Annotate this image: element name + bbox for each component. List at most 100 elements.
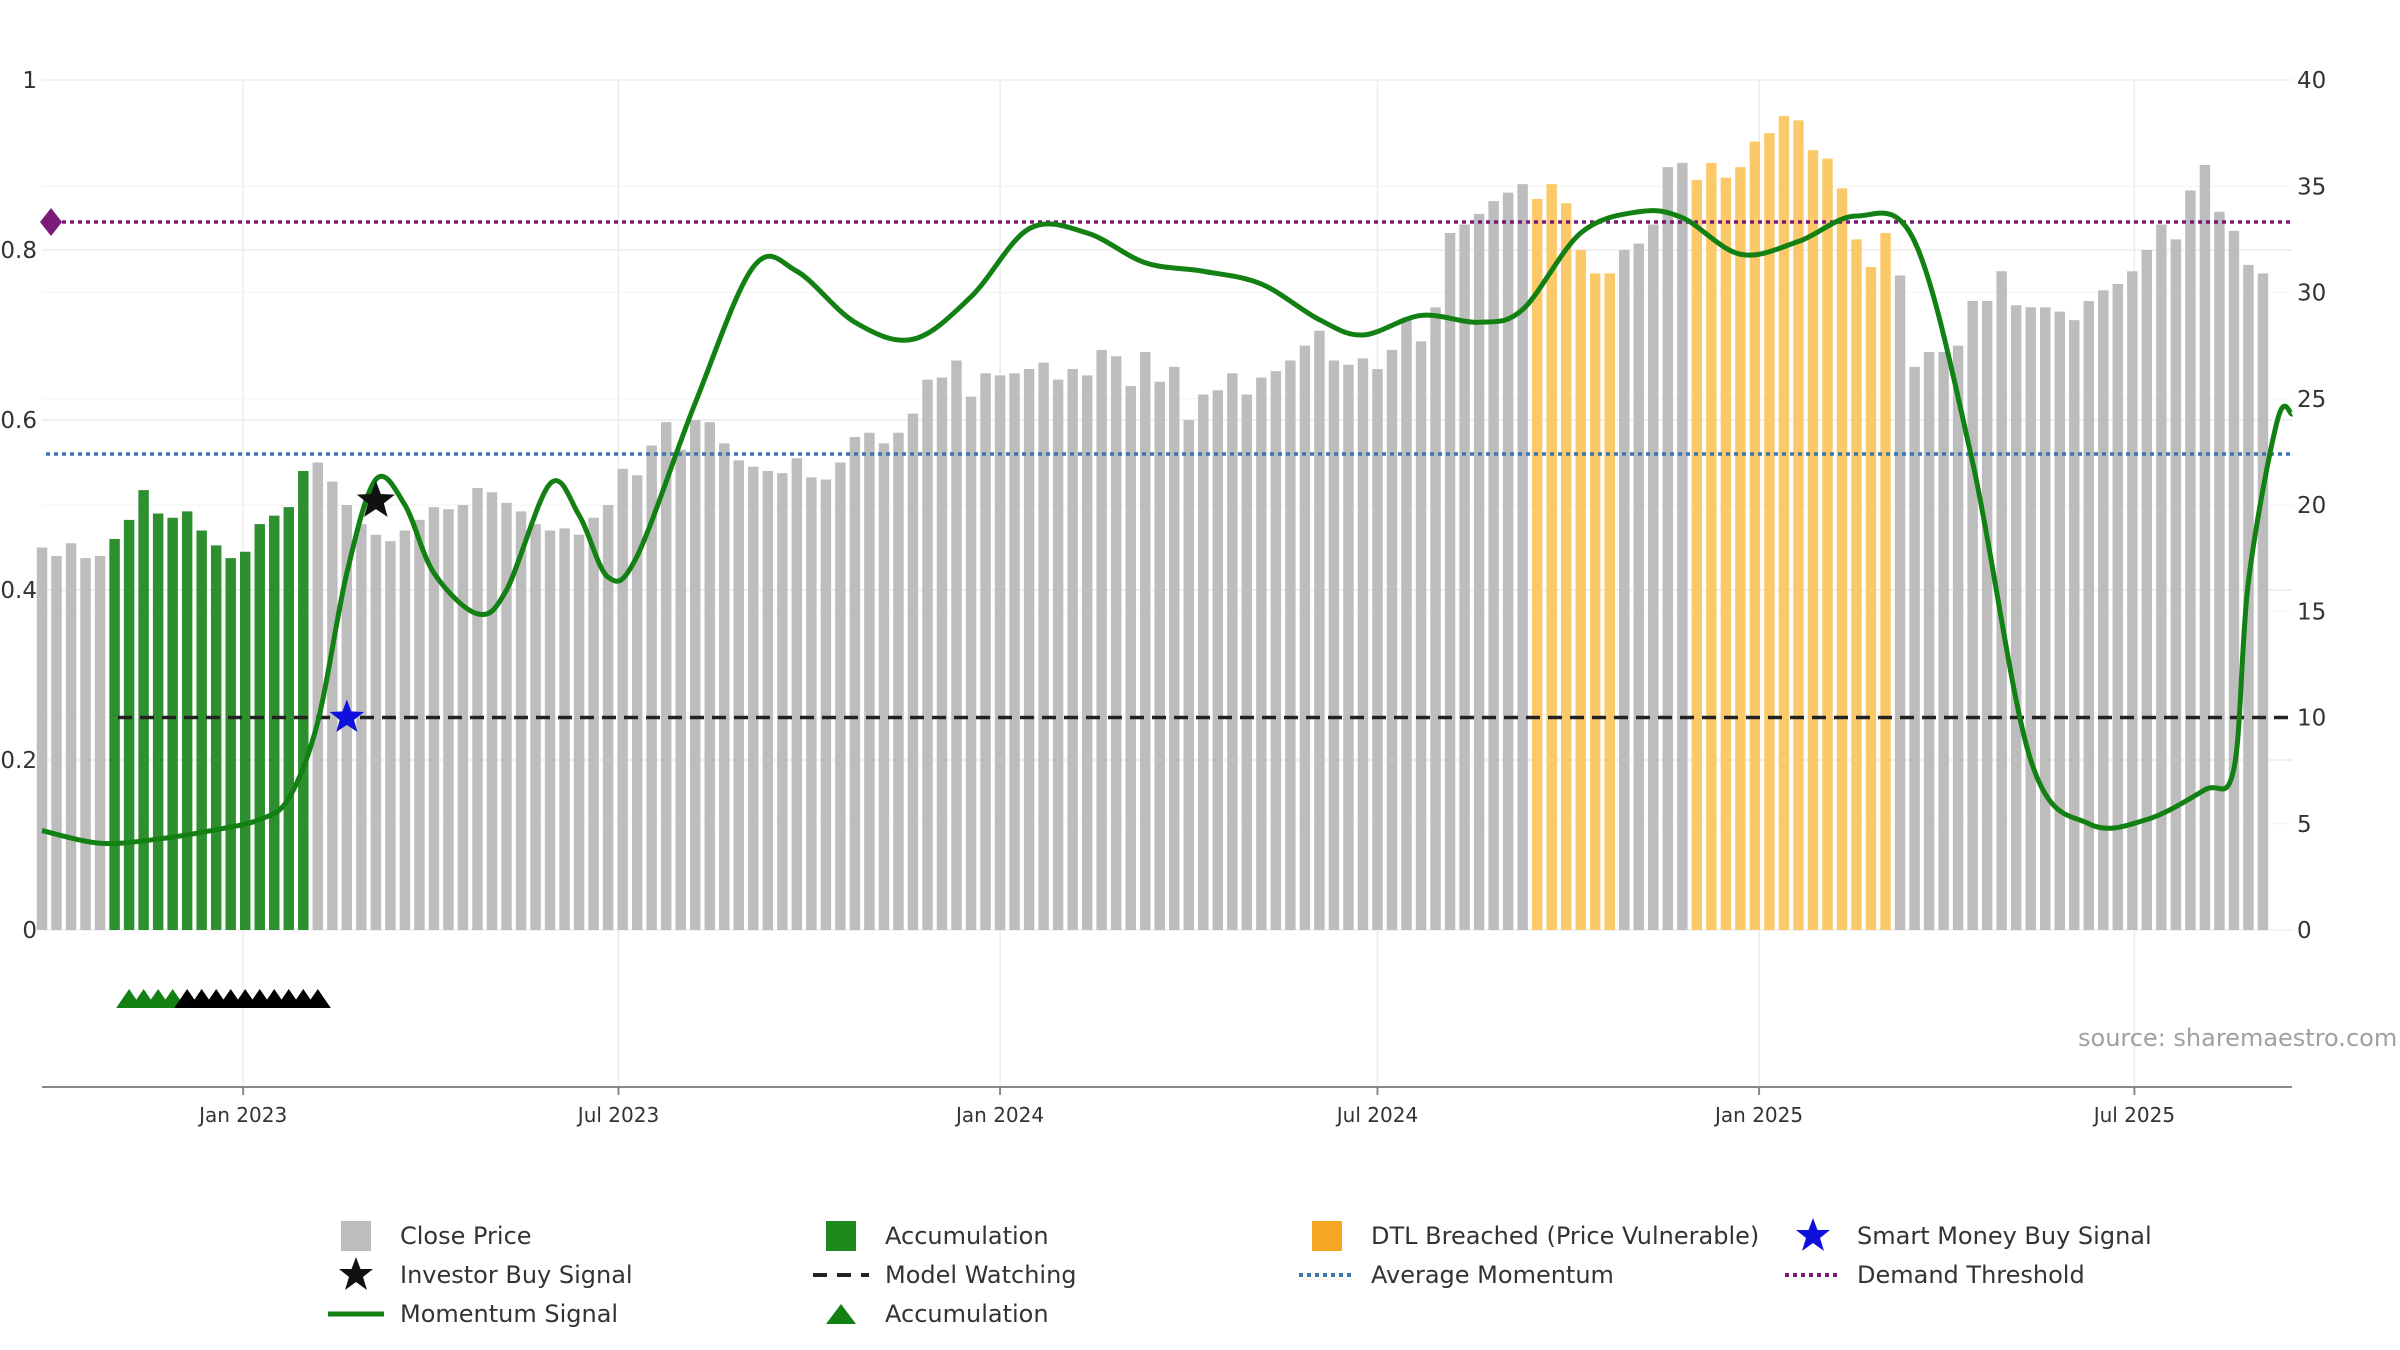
close-price-bar — [1270, 371, 1282, 930]
dtl-bar — [1691, 179, 1703, 930]
source-label: source: sharemaestro.com — [2078, 1024, 2398, 1052]
close-price-bar — [2156, 224, 2167, 930]
close-price-bar — [2112, 284, 2124, 930]
close-price-bar — [646, 445, 657, 930]
smart-money-star-icon — [329, 699, 364, 733]
accumulation-bar — [269, 515, 280, 930]
dtl-bar — [1590, 273, 1601, 930]
close-price-bar — [1023, 369, 1035, 930]
close-price-bar — [1488, 201, 1499, 930]
close-price-bar — [51, 556, 62, 930]
left-tick-label: 0.2 — [0, 748, 37, 774]
close-price-bar — [2069, 320, 2080, 930]
close-price-bar — [2054, 311, 2065, 930]
close-price-bar — [1357, 358, 1369, 930]
close-price-bar — [2098, 290, 2109, 930]
close-price-bar — [1038, 362, 1049, 930]
x-tick-label: Jan 2024 — [954, 1103, 1044, 1127]
close-price-bar — [1386, 349, 1398, 930]
right-tick-label: 5 — [2297, 812, 2312, 838]
close-price-bar — [1169, 366, 1180, 930]
right-tick-label: 35 — [2297, 174, 2326, 200]
close-price-bar — [2040, 307, 2051, 930]
close-price-bar — [994, 375, 1006, 930]
close-price-bar — [791, 458, 803, 930]
close-price-bar — [1125, 386, 1136, 930]
left-tick-label: 0.4 — [0, 578, 37, 604]
close-price-bar — [356, 524, 367, 930]
close-price-bar — [922, 379, 933, 930]
accumulation-bar — [123, 519, 135, 930]
close-price-bar — [1996, 271, 2007, 930]
x-tick-label: Jan 2025 — [1713, 1103, 1803, 1127]
close-price-bar — [1328, 360, 1340, 930]
close-price-bar — [1052, 379, 1064, 930]
close-price-bar — [1183, 420, 1194, 930]
accumulation-bar — [210, 545, 222, 930]
close-price-bar — [907, 413, 919, 930]
right-tick-label: 20 — [2297, 493, 2326, 519]
dtl-bar — [1531, 199, 1543, 930]
close-price-bar — [1140, 352, 1151, 930]
close-price-bar — [530, 524, 541, 930]
close-price-bar — [1923, 352, 1935, 930]
close-price-bar — [36, 547, 48, 930]
close-price-bar — [1067, 369, 1078, 930]
close-price-bar — [893, 432, 904, 930]
close-price-bar — [2010, 305, 2022, 930]
right-tick-label: 30 — [2297, 281, 2326, 307]
close-price-bar — [327, 481, 338, 930]
dtl-bar — [1735, 167, 1746, 930]
close-price-bar — [94, 556, 106, 930]
close-price-bar — [1430, 307, 1441, 930]
close-price-bar — [965, 396, 977, 930]
accumulation-bar — [240, 551, 251, 930]
close-price-bar — [1952, 345, 1964, 930]
close-price-bar — [515, 511, 527, 930]
left-tick-label: 0.8 — [0, 238, 37, 264]
close-price-bar — [559, 528, 570, 930]
dtl-bar — [1880, 233, 1891, 930]
close-price-bar — [1343, 364, 1354, 930]
close-price-bar — [1415, 341, 1427, 930]
close-price-bar — [1198, 394, 1209, 930]
close-price-bar — [486, 492, 498, 930]
dtl-bar — [1706, 162, 1717, 930]
close-price-bar — [1648, 224, 1659, 930]
close-price-bar — [312, 462, 324, 930]
close-price-bar — [1517, 184, 1528, 930]
close-price-bar — [1096, 349, 1107, 930]
close-price-bar — [675, 449, 686, 930]
close-price-bar — [1314, 330, 1325, 930]
left-tick-label: 1 — [22, 68, 37, 94]
left-tick-label: 0 — [22, 918, 37, 944]
close-price-bar — [1154, 381, 1165, 930]
close-price-bar — [385, 541, 396, 930]
close-price-bar — [980, 373, 991, 930]
dtl-bar — [1560, 203, 1572, 930]
accumulation-bar — [167, 517, 178, 930]
close-price-bar — [501, 502, 512, 930]
close-price-bar — [878, 443, 890, 930]
close-price-bar — [820, 479, 832, 930]
dtl-bar — [1807, 150, 1819, 930]
close-price-bar — [2257, 273, 2269, 930]
close-price-bar — [1473, 213, 1485, 930]
close-price-bar — [1894, 275, 1906, 930]
close-price-bar — [399, 530, 411, 930]
close-price-bar — [719, 443, 730, 930]
accumulation-bar — [138, 490, 149, 930]
left-tick-label: 0.6 — [0, 408, 37, 434]
close-price-bar — [1619, 250, 1630, 930]
dtl-bar — [1546, 184, 1557, 930]
close-price-bar — [617, 468, 628, 930]
close-price-bar — [1212, 390, 1224, 930]
right-tick-label: 15 — [2297, 599, 2326, 625]
dtl-bar — [1836, 188, 1848, 930]
x-tick-label: Jul 2025 — [2092, 1103, 2175, 1127]
close-price-bar — [1256, 377, 1267, 930]
close-price-bar — [2170, 239, 2182, 930]
right-tick-label: 25 — [2297, 387, 2326, 413]
x-tick-label: Jul 2024 — [1335, 1103, 1418, 1127]
